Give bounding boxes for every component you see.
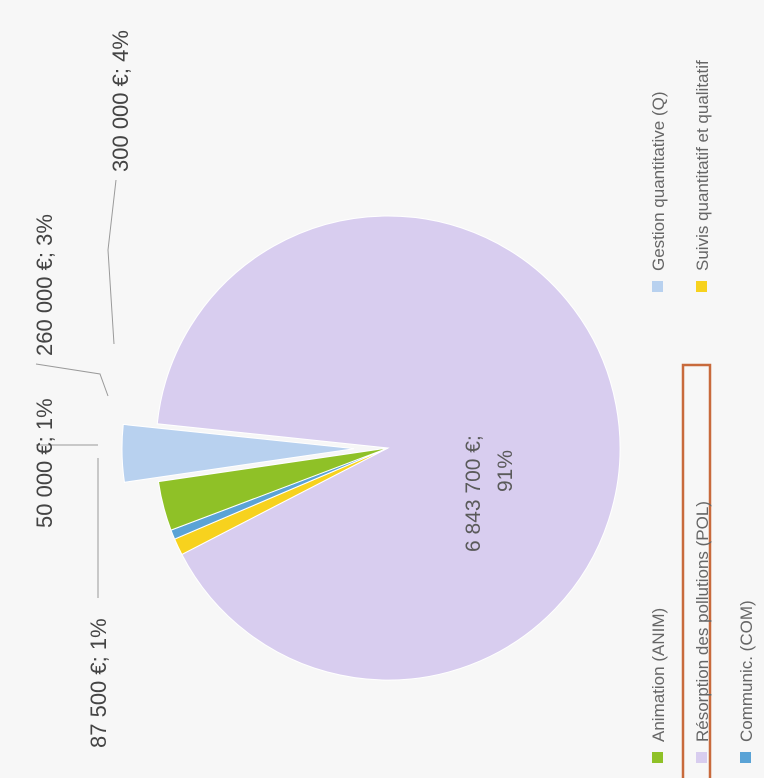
pie-slice-q — [121, 423, 355, 483]
legend-highlight-box — [681, 363, 712, 778]
legend-swatch-q — [652, 281, 663, 292]
data-label-300000: 300 000 €; 4% — [108, 30, 133, 172]
pie-slice-anim — [157, 447, 389, 531]
legend-label-pol: Résorption des pollutions (POL) — [693, 501, 712, 742]
leader-line-260000 — [35, 363, 109, 397]
data-label-50000: 50 000 €; 1% — [32, 398, 57, 528]
legend-swatch-suivis — [696, 281, 707, 292]
data-label-pol-value: 6 843 700 €; — [462, 435, 485, 552]
legend: Animation (ANIM) Résorption des pollutio… — [649, 60, 756, 778]
legend-label-q: Gestion quantitative (Q) — [649, 91, 668, 271]
legend-label-anim: Animation (ANIM) — [649, 608, 668, 742]
data-label-pol-percent: 91% — [494, 450, 517, 492]
legend-label-suivis: Suivis quantitatif et qualitatif — [693, 60, 712, 271]
pie-slice-pol — [156, 215, 621, 681]
legend-swatch-anim — [652, 752, 663, 763]
leader-line-300000 — [107, 179, 117, 345]
legend-label-com: Communic. (COM) — [737, 600, 756, 742]
data-label-260000: 260 000 €; 3% — [32, 214, 57, 356]
legend-swatch-com — [740, 752, 751, 763]
legend-swatch-pol — [696, 752, 707, 763]
data-label-87500: 87 500 €; 1% — [86, 618, 111, 748]
